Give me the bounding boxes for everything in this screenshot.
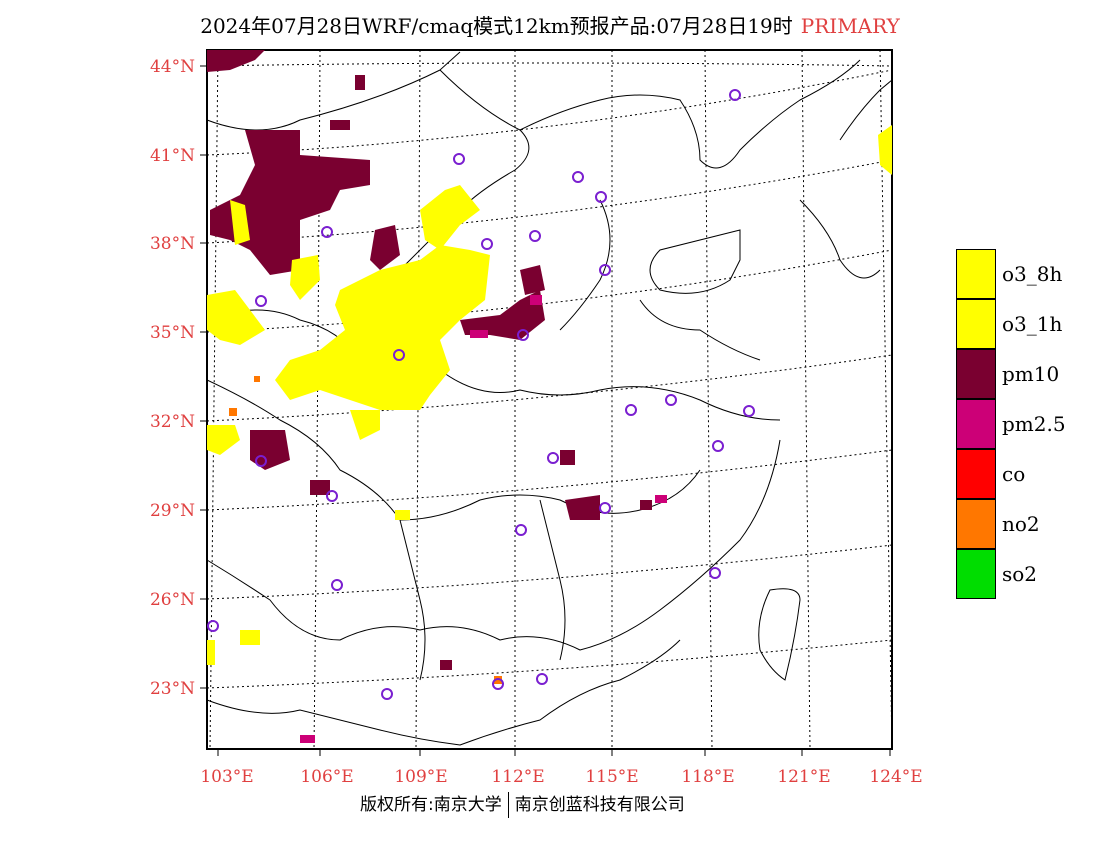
pm10-regions [207,50,652,670]
lat-label: 29°N [150,501,195,521]
lon-label: 106°E [300,767,353,787]
legend-label: pm10 [1002,362,1060,386]
lat-label: 41°N [150,146,195,166]
axis-ticks [200,65,891,756]
lon-label: 118°E [681,767,734,787]
graticule [206,49,893,750]
legend-swatch [956,299,996,349]
lon-label: 121°E [777,767,830,787]
legend-label: co [1002,462,1026,486]
legend-swatch [956,449,996,499]
copyright-right: 南京创蓝科技有限公司 [514,795,685,815]
legend-label: pm2.5 [1002,412,1066,436]
lon-label: 124°E [869,767,922,787]
lat-label: 44°N [150,57,195,77]
lat-label: 32°N [150,412,195,432]
legend-item-pm10: pm10 [956,349,1066,399]
title-tag: PRIMARY [800,14,900,38]
lat-label: 23°N [150,679,195,699]
lat-label: 38°N [150,234,195,254]
lon-label: 109°E [394,767,447,787]
legend-swatch [956,249,996,299]
legend-item-o3-8h: o3_8h [956,249,1066,299]
legend-swatch [956,549,996,599]
copyright-left: 版权所有:南京大学 [360,795,502,815]
o3-regions [207,125,892,665]
legend-item-so2: so2 [956,549,1066,599]
legend-swatch [956,349,996,399]
title-main: 2024年07月28日WRF/cmaq模式12km预报产品:07月28日19时 [200,14,793,38]
lat-label: 26°N [150,590,195,610]
pm25-regions [300,295,667,743]
lat-labels: 44°N 41°N 38°N 35°N 32°N 29°N 26°N 23°N [150,57,195,699]
copyright-footer: 版权所有:南京大学 南京创蓝科技有限公司 [360,790,685,818]
legend-item-o3-1h: o3_1h [956,299,1066,349]
city-markers [207,89,755,700]
map-title: 2024年07月28日WRF/cmaq模式12km预报产品:07月28日19时 P… [0,10,1100,39]
legend-item-pm25: pm2.5 [956,399,1066,449]
boundaries [206,51,893,746]
legend-swatch [956,399,996,449]
legend-swatch [956,499,996,549]
lon-labels: 103°E 106°E 109°E 112°E 115°E 118°E 121°… [200,767,922,787]
lat-label: 35°N [150,323,195,343]
lon-label: 112°E [491,767,544,787]
legend-label: o3_1h [1002,312,1063,336]
legend-item-no2: no2 [956,499,1066,549]
lon-label: 103°E [200,767,253,787]
legend-label: no2 [1002,512,1040,536]
footer-separator [507,792,509,818]
legend-label: so2 [1002,562,1038,586]
legend-label: o3_8h [1002,262,1063,286]
legend-item-co: co [956,449,1066,499]
lon-label: 115°E [585,767,638,787]
legend: o3_8h o3_1h pm10 pm2.5 co no2 so2 [956,249,1066,599]
map-frame [206,49,893,750]
